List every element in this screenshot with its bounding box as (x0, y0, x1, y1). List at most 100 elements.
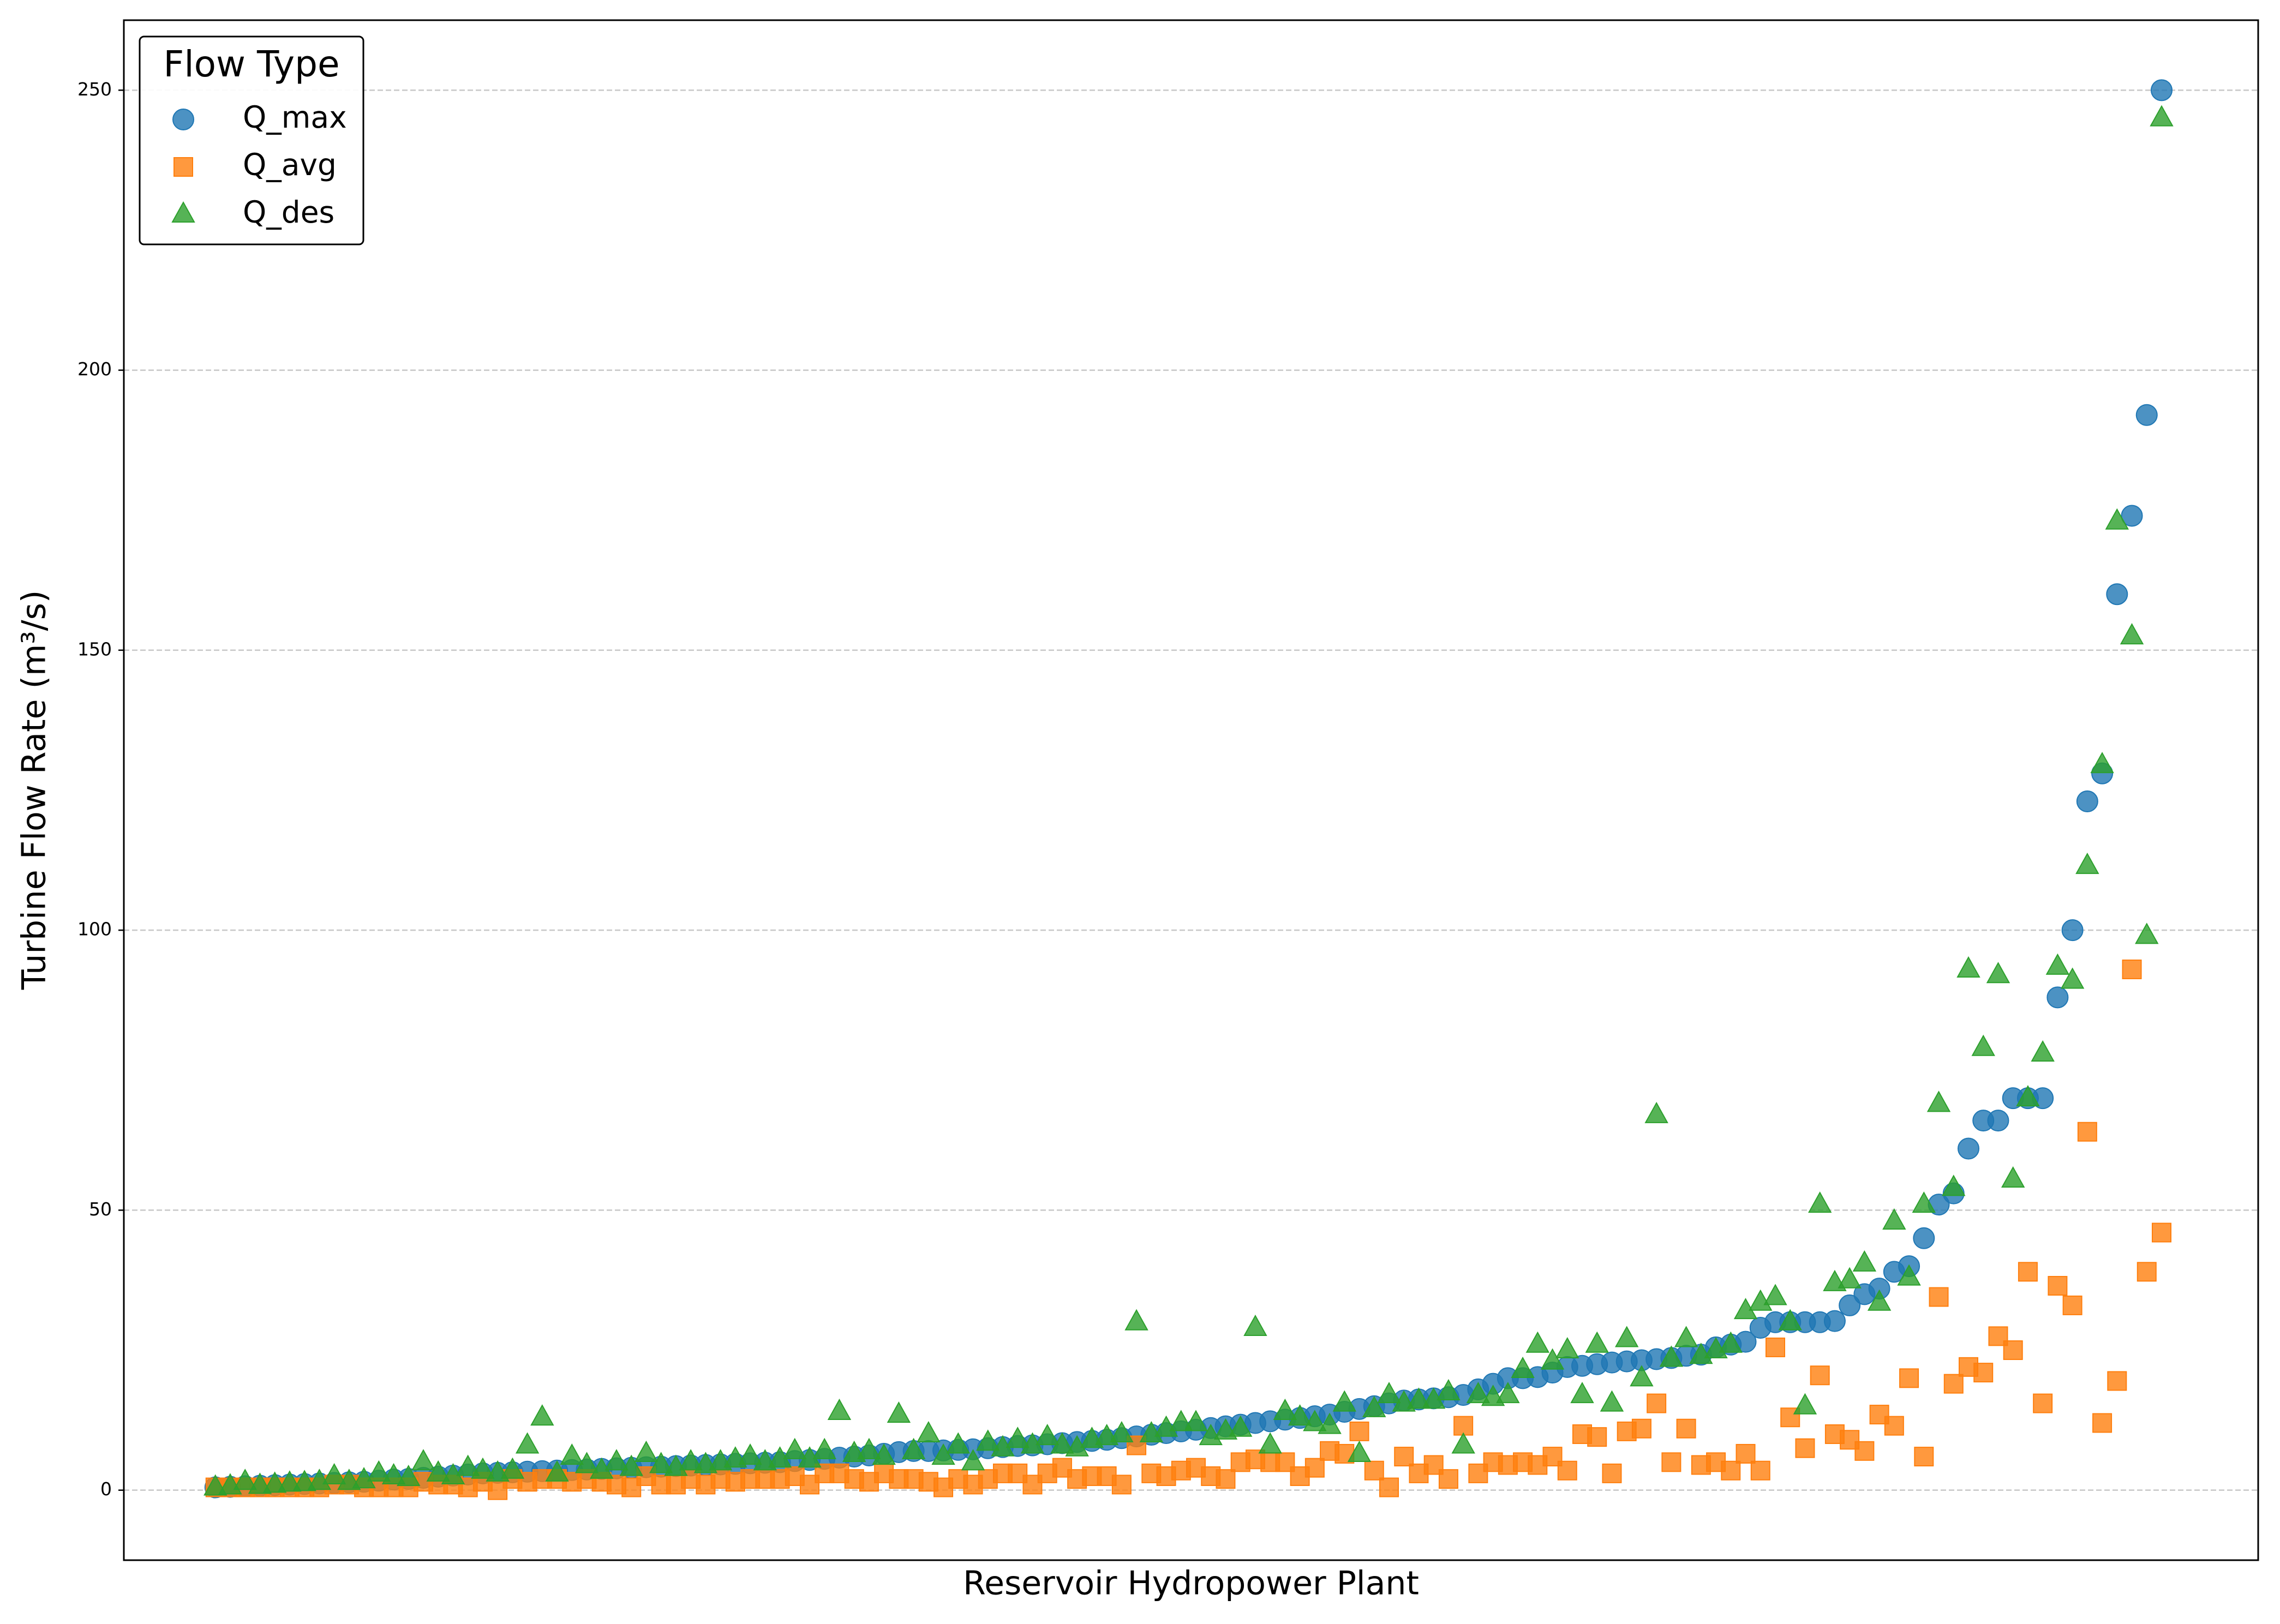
triangle-marker (1956, 956, 1980, 978)
circle-marker (2061, 919, 2084, 942)
triangle-marker (2090, 752, 2114, 774)
triangle-marker (171, 201, 195, 223)
triangle-marker (1184, 1410, 1208, 1431)
square-marker (1468, 1463, 1488, 1483)
triangle-marker (1407, 1387, 1431, 1409)
triangle-marker (1511, 1356, 1535, 1378)
square-marker (1750, 1460, 1770, 1481)
legend-label: Q_avg (243, 147, 337, 182)
square-marker (1736, 1443, 1756, 1464)
triangle-marker (917, 1421, 941, 1443)
triangle-marker (322, 1463, 346, 1485)
triangle-marker (1808, 1191, 1832, 1213)
square-marker (2107, 1371, 2127, 1391)
triangle-marker (931, 1443, 955, 1465)
circle-marker (2076, 790, 2098, 813)
triangle-marker (1035, 1424, 1060, 1446)
legend-box (139, 35, 364, 245)
triangle-marker (1496, 1382, 1520, 1404)
square-marker (1899, 1368, 1919, 1388)
triangle-marker (1585, 1331, 1609, 1353)
triangle-marker (1778, 1309, 1802, 1331)
square-marker (1929, 1287, 1949, 1307)
y-axis-label: Turbine Flow Rate (m³/s) (15, 590, 53, 990)
square-marker (1884, 1416, 1904, 1436)
triangle-marker (1852, 1250, 1877, 1272)
square-marker (1973, 1363, 1994, 1383)
triangle-marker (619, 1454, 643, 1476)
triangle-marker (1288, 1404, 1312, 1426)
triangle-marker (1347, 1440, 1372, 1462)
triangle-marker (679, 1449, 703, 1471)
square-marker (1438, 1469, 1458, 1489)
triangle-marker (1867, 1289, 1892, 1311)
triangle-marker (1630, 1365, 1654, 1387)
square-marker (1304, 1458, 1325, 1478)
square-marker (2033, 1393, 2053, 1413)
y-tick-label: 100 (77, 919, 112, 940)
triangle-marker (2060, 967, 2085, 989)
square-marker (2092, 1413, 2113, 1433)
triangle-marker (634, 1440, 659, 1462)
square-marker (1022, 1475, 1043, 1495)
triangle-marker (2150, 105, 2174, 127)
circle-marker (2046, 986, 2069, 1009)
triangle-marker (872, 1443, 896, 1465)
triangle-marker (1303, 1410, 1327, 1431)
triangle-marker (1719, 1331, 1743, 1353)
triangle-marker (1986, 962, 2010, 984)
triangle-marker (1838, 1267, 1862, 1289)
triangle-marker (1169, 1410, 1193, 1431)
legend-label: Q_max (243, 100, 347, 135)
triangle-marker (560, 1443, 584, 1465)
triangle-marker (278, 1470, 302, 1492)
square-marker (2018, 1262, 2038, 1282)
square-marker (1914, 1447, 1934, 1467)
square-marker (2077, 1122, 2097, 1142)
triangle-marker (1525, 1331, 1549, 1353)
square-marker (2003, 1340, 2023, 1361)
triangle-marker (2001, 1166, 2025, 1188)
triangle-marker (2016, 1085, 2040, 1107)
triangle-marker (1882, 1208, 1906, 1230)
square-marker (2122, 959, 2142, 979)
square-marker (1780, 1407, 1800, 1428)
triangle-marker (545, 1460, 569, 1482)
triangle-marker (1912, 1191, 1936, 1213)
triangle-marker (1971, 1034, 1995, 1056)
triangle-marker (456, 1454, 480, 1476)
triangle-marker (887, 1401, 911, 1423)
triangle-marker (1659, 1345, 1684, 1367)
square-marker (1810, 1365, 1830, 1386)
y-tick-label: 0 (100, 1478, 112, 1500)
triangle-marker (471, 1457, 495, 1479)
square-marker (2151, 1223, 2171, 1243)
square-marker (1394, 1447, 1414, 1467)
triangle-marker (1318, 1412, 1342, 1434)
square-marker (1364, 1460, 1384, 1481)
legend-label: Q_des (243, 195, 334, 230)
square-marker (1379, 1477, 1399, 1497)
triangle-marker (381, 1463, 406, 1485)
square-marker (1111, 1475, 1132, 1495)
square-marker (1943, 1374, 1964, 1394)
triangle-marker (2031, 1040, 2055, 1062)
legend-title: Flow Type (163, 43, 339, 85)
triangle-marker (946, 1432, 970, 1454)
triangle-marker (1614, 1326, 1639, 1347)
y-tick-label: 50 (89, 1198, 112, 1220)
triangle-marker (1897, 1264, 1921, 1286)
triangle-marker (1793, 1393, 1817, 1415)
triangle-marker (857, 1437, 881, 1459)
triangle-marker (2075, 853, 2099, 874)
triangle-marker (901, 1437, 926, 1459)
triangle-marker (1570, 1382, 1594, 1404)
circle-marker (1839, 1294, 1861, 1316)
triangle-marker (1258, 1432, 1282, 1454)
square-marker (1721, 1460, 1741, 1481)
triangle-marker (1704, 1337, 1728, 1359)
y-tick-label: 250 (77, 79, 112, 100)
triangle-marker (233, 1469, 257, 1490)
